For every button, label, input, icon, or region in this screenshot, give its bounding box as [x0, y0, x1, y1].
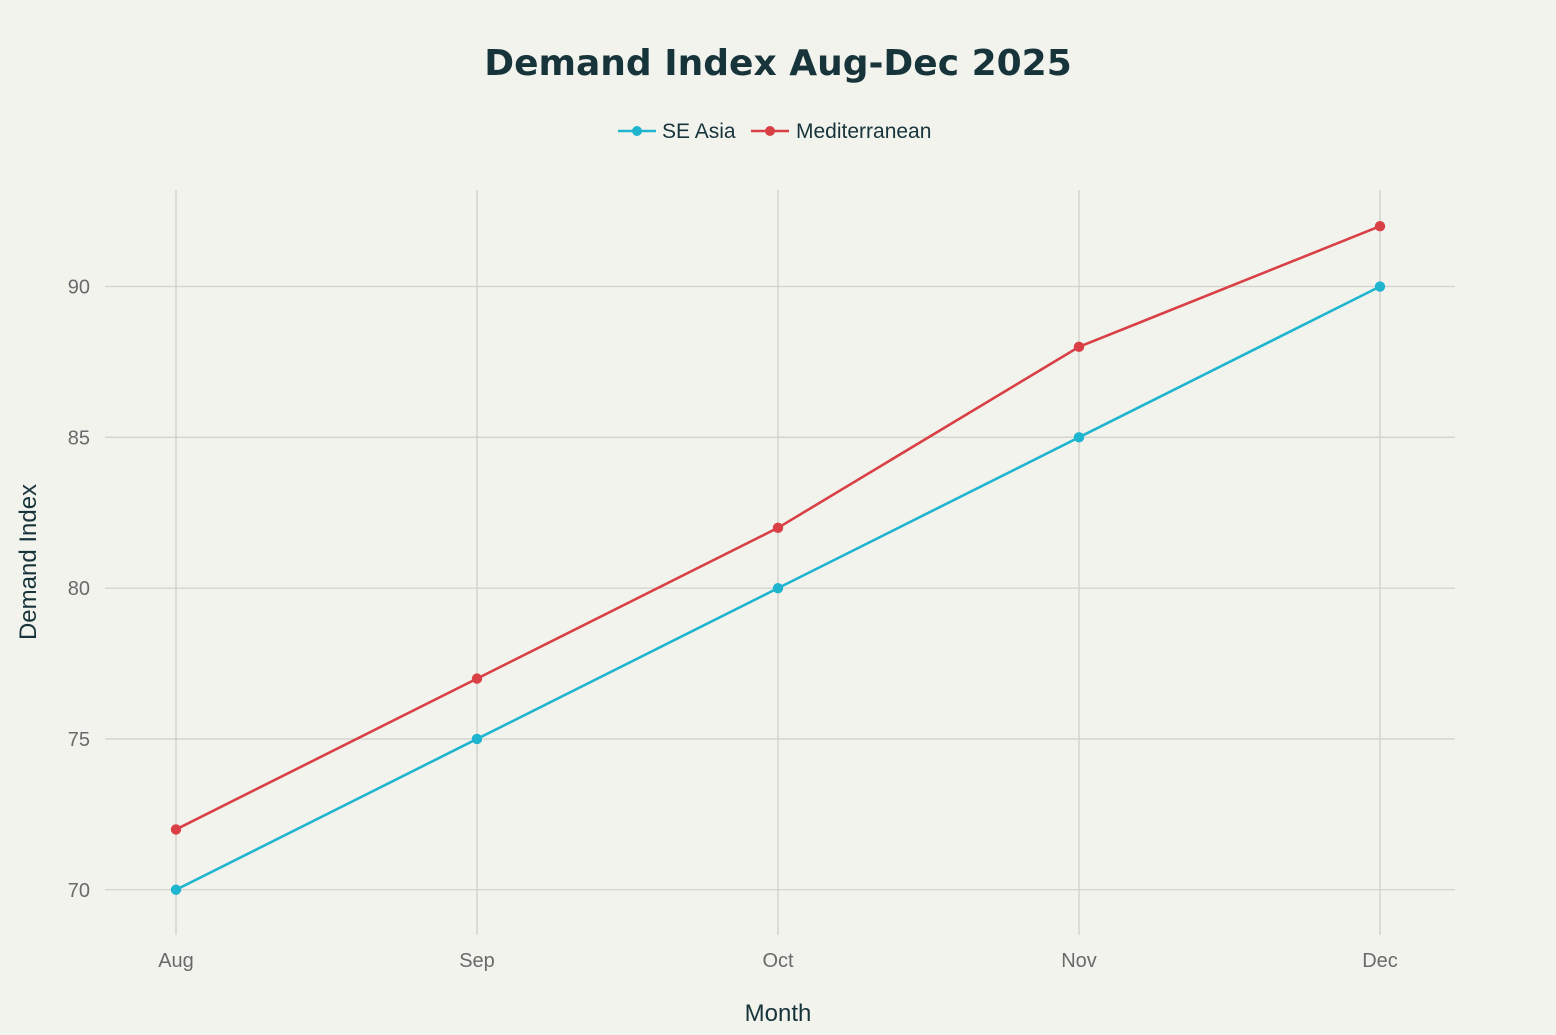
x-tick-label: Sep — [459, 950, 495, 972]
data-point-mediterranean — [471, 673, 483, 684]
data-point-se-asia — [471, 733, 483, 745]
data-point-se-asia — [772, 582, 784, 594]
legend: SE Asia Mediterranean — [618, 120, 931, 143]
data-point-se-asia — [1073, 432, 1085, 443]
y-tick-label: 80 — [68, 578, 90, 600]
data-point-se-asia — [170, 884, 182, 895]
data-point-mediterranean — [170, 824, 182, 835]
legend-label-mediterranean: Mediterranean — [796, 120, 931, 143]
x-tick-label: Oct — [762, 950, 794, 972]
data-point-mediterranean — [1374, 220, 1386, 232]
legend-item-se-asia: SE Asia — [618, 120, 736, 143]
y-tick-label: 90 — [68, 277, 90, 299]
x-axis-title: Month — [745, 1000, 812, 1027]
legend-item-mediterranean: Mediterranean — [751, 120, 931, 143]
y-tick-label: 75 — [68, 729, 90, 751]
x-tick-label: Dec — [1362, 950, 1398, 972]
series-layer — [170, 220, 1386, 895]
y-axis-title: Demand Index — [15, 484, 42, 640]
axis-tick-labels: 70 75 80 85 90 Aug Sep Oct Nov Dec — [68, 277, 1398, 972]
legend-marker-mediterranean — [765, 126, 775, 136]
legend-label-se-asia: SE Asia — [662, 120, 736, 143]
y-tick-label: 85 — [68, 427, 90, 449]
data-point-mediterranean — [1073, 341, 1085, 353]
legend-marker-se-asia — [632, 126, 642, 136]
data-point-mediterranean — [772, 522, 784, 534]
y-tick-label: 70 — [68, 880, 90, 902]
data-point-se-asia — [1374, 281, 1386, 292]
x-tick-label: Aug — [158, 950, 194, 972]
x-tick-label: Nov — [1061, 950, 1097, 972]
chart-title: Demand Index Aug-Dec 2025 — [484, 43, 1072, 84]
